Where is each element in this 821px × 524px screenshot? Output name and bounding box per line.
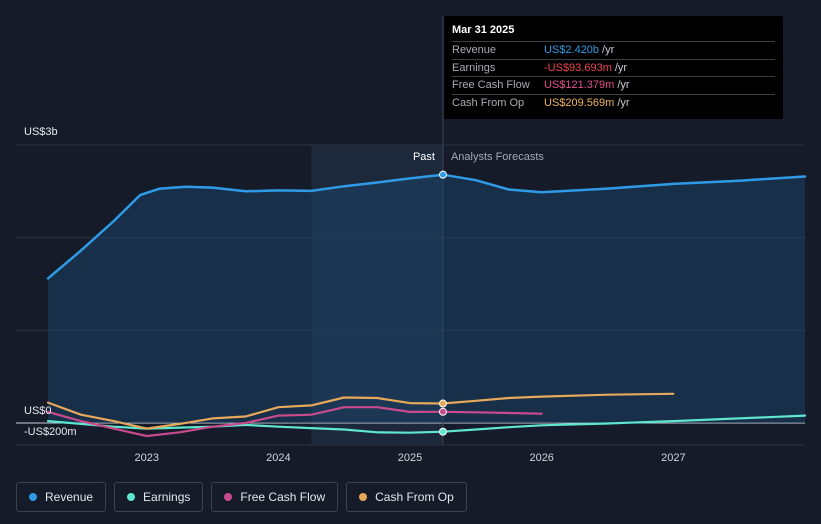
cash-from-op-marker [438, 399, 447, 408]
tooltip-unit: /yr [617, 96, 630, 109]
x-tick-label: 2024 [266, 452, 290, 464]
x-tick-label: 2026 [529, 452, 553, 464]
free-cash-flow-line [46, 406, 543, 438]
revenue-dot-icon [29, 493, 37, 501]
tooltip-label: Free Cash Flow [452, 79, 530, 92]
forecast-label: Analysts Forecasts [451, 151, 544, 163]
tooltip-row-earnings: Earnings -US$93.693m /yr [452, 58, 775, 77]
tooltip-unit: /yr [614, 61, 628, 74]
cash-from-op-line [46, 392, 675, 430]
tooltip-row-free-cash-flow: Free Cash Flow US$121.379m /yr [452, 76, 775, 94]
tooltip-date: Mar 31 2025 [452, 24, 515, 36]
legend-label: Cash From Op [375, 490, 454, 504]
earnings-dot-icon [127, 493, 136, 501]
free-cash-flow-marker [438, 407, 447, 416]
legend-label: Free Cash Flow [240, 490, 326, 504]
tooltip-row-revenue: Revenue US$2.420b /yr [452, 41, 775, 59]
free-cash-flow-dot-icon [224, 493, 233, 501]
tooltip-label: Earnings [452, 61, 496, 74]
tooltip-label: Revenue [452, 44, 497, 57]
revenue-line [46, 173, 807, 280]
cash-from-op-dot-icon [359, 493, 368, 501]
tooltip-label: Cash From Op [452, 96, 525, 109]
x-tick-label: 2023 [134, 452, 158, 464]
tooltip-value: US$209.569m [544, 96, 615, 109]
legend-label: Earnings [143, 490, 191, 504]
legend-item-free-cash-flow[interactable]: Free Cash Flow [211, 482, 339, 512]
y-axis-zero-label: US$0 [24, 405, 52, 417]
tooltip-value: -US$93.693m [544, 61, 612, 74]
legend-item-earnings[interactable]: Earnings [114, 482, 204, 512]
past-highlight-region [311, 145, 443, 445]
tooltip-unit: /yr [602, 44, 615, 57]
tooltip-value: US$121.379m [544, 79, 615, 92]
x-tick-label: 2027 [661, 452, 685, 464]
revenue-marker [438, 170, 447, 179]
tooltip-row-cash-from-op: Cash From Op US$209.569m /yr [452, 93, 775, 112]
legend-label: Revenue [45, 490, 94, 504]
legend-item-cash-from-op[interactable]: Cash From Op [346, 482, 467, 512]
y-axis-bottom-label: -US$200m [24, 426, 77, 438]
chart-legend: Revenue Earnings Free Cash Flow Cash Fro… [16, 482, 467, 512]
revenue-area [48, 174, 805, 423]
tooltip-unit: /yr [617, 79, 630, 92]
tooltip: Mar 31 2025 Revenue US$2.420b /yr Earnin… [444, 16, 783, 119]
y-axis-top-label: US$3b [24, 126, 58, 138]
past-label: Past [413, 151, 435, 163]
earnings-marker [438, 427, 447, 436]
legend-item-revenue[interactable]: Revenue [16, 482, 107, 512]
tooltip-value: US$2.420b [544, 44, 600, 57]
x-tick-label: 2025 [398, 452, 422, 464]
earnings-revenue-chart: Past Analysts Forecasts 2023 2024 2025 2026 20… [16, 16, 807, 464]
